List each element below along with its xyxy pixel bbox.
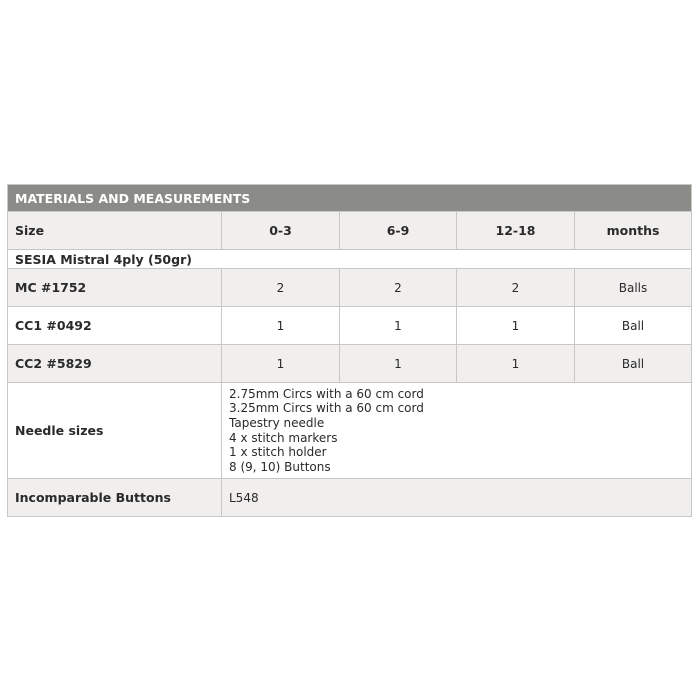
table-row: MC #1752 2 2 2 Balls	[7, 268, 693, 307]
cell: 1	[221, 306, 340, 345]
table-title: MATERIALS AND MEASUREMENTS	[6, 184, 693, 212]
header-cell: 0-3	[221, 211, 340, 250]
cell: 1	[456, 306, 575, 345]
cell: 1	[456, 344, 575, 383]
row-label: MC #1752	[7, 268, 222, 307]
cell: 2	[221, 268, 340, 307]
yarn-label: SESIA Mistral 4ply (50gr)	[6, 249, 693, 269]
needle-item: Tapestry needle	[229, 415, 325, 430]
size-header-row: Size 0-3 6-9 12-18 months	[7, 211, 693, 250]
unit-cell: Ball	[573, 344, 693, 383]
header-cell: months	[573, 211, 693, 250]
row-label: Incomparable Buttons	[7, 478, 222, 517]
needle-item: 3.25mm Circs with a 60 cm cord	[229, 401, 424, 416]
yarn-row: SESIA Mistral 4ply (50gr)	[6, 249, 693, 269]
row-label: CC2 #5829	[7, 344, 222, 383]
cell: 1	[339, 344, 457, 383]
header-cell: 6-9	[339, 211, 457, 250]
needle-item: 8 (9, 10) Buttons	[229, 459, 331, 474]
needle-list: 2.75mm Circs with a 60 cm cord 3.25mm Ci…	[220, 382, 693, 479]
row-label: Needle sizes	[7, 382, 222, 479]
header-cell: Size	[7, 211, 222, 250]
needle-item: 4 x stitch markers	[229, 430, 338, 445]
row-label: CC1 #0492	[7, 306, 222, 345]
cell: 1	[339, 306, 457, 345]
header-cell: 12-18	[456, 211, 575, 250]
buttons-row: Incomparable Buttons L548	[7, 478, 693, 517]
table-row: CC2 #5829 1 1 1 Ball	[7, 344, 693, 383]
needle-item: 1 x stitch holder	[229, 445, 327, 460]
unit-cell: Balls	[573, 268, 693, 307]
needle-item: 2.75mm Circs with a 60 cm cord	[229, 386, 424, 401]
table-title-row: MATERIALS AND MEASUREMENTS	[6, 184, 693, 212]
needle-row: Needle sizes 2.75mm Circs with a 60 cm c…	[7, 382, 693, 479]
buttons-value: L548	[220, 478, 693, 517]
cell: 2	[339, 268, 457, 307]
cell: 2	[456, 268, 575, 307]
cell: 1	[221, 344, 340, 383]
materials-table: MATERIALS AND MEASUREMENTS Size 0-3 6-9 …	[6, 184, 693, 517]
table-row: CC1 #0492 1 1 1 Ball	[7, 306, 693, 345]
unit-cell: Ball	[573, 306, 693, 345]
